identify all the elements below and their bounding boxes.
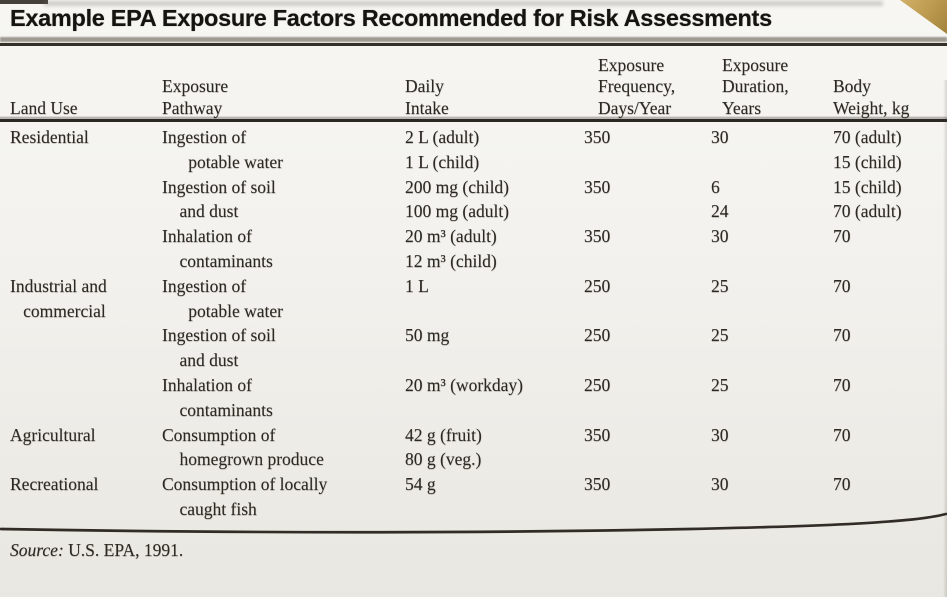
cell-frequency: 350 [584, 176, 611, 197]
title-rule-shadow [0, 37, 947, 42]
cell-intake: 54 g [405, 474, 436, 495]
cell-land_use: Residential [10, 127, 89, 147]
column-header-land_use: Land Use [10, 97, 78, 118]
cell-pathway: Consumption of homegrown produce [162, 424, 324, 470]
column-header-weight: Body Weight, kg [833, 76, 910, 118]
cell-duration: 25 [711, 374, 729, 395]
cell-intake: 42 g (fruit) 80 g (veg.) [405, 424, 482, 470]
cell-weight: 70 [833, 474, 851, 495]
cell-weight: 70 (adult) 15 (child) [833, 127, 902, 172]
page-corner-curl [899, 0, 947, 34]
cell-land_use: Industrial and commercial [10, 275, 107, 321]
cell-duration: 25 [711, 325, 729, 346]
cell-frequency: 350 [584, 226, 611, 247]
header-rule [0, 119, 947, 123]
cell-land_use [10, 373, 162, 423]
cell-pathway: Consumption of locally caught fish [162, 474, 328, 519]
title-rule [0, 43, 947, 46]
scan-bleed-smudge [44, 1, 883, 6]
cell-intake: 2 L (adult) 1 L (child) [405, 127, 480, 172]
scan-edge-shadow [943, 80, 947, 597]
column-header-pathway: Exposure Pathway [162, 76, 229, 118]
cell-pathway: Inhalation of contaminants [162, 374, 273, 420]
cell-pathway: Inhalation of contaminants [162, 226, 273, 271]
cell-duration: 30 [711, 474, 729, 495]
column-header-frequency: Exposure Frequency, Days/Year [598, 55, 676, 118]
column-header-intake: Daily Intake [405, 76, 449, 118]
cell-land_use: Agricultural [10, 424, 96, 445]
source-note: Source: U.S. EPA, 1991. [10, 540, 183, 561]
scan-edge-mark [0, 0, 48, 4]
cell-weight: 70 [833, 424, 851, 445]
cell-weight: 70 [833, 374, 851, 395]
cell-intake: 1 L [405, 275, 429, 296]
cell-land_use: Recreational [10, 474, 99, 495]
cell-frequency: 250 [584, 325, 611, 346]
cell-frequency: 250 [584, 275, 611, 296]
bottom-rule [0, 512, 947, 534]
cell-duration: 25 [711, 275, 729, 296]
cell-land_use [10, 224, 162, 274]
cell-intake: 20 m³ (adult) 12 m³ (child) [405, 226, 497, 271]
table-header-row: Land Use Exposure Pathway Daily Intake Expo… [10, 50, 947, 119]
cell-duration: 30 [711, 424, 729, 445]
column-header-duration: Exposure Duration, Years [722, 55, 789, 118]
cell-intake: 50 mg [405, 325, 450, 346]
cell-frequency: 350 [584, 474, 611, 495]
cell-land_use [10, 175, 162, 225]
cell-frequency: 350 [584, 127, 611, 147]
exposure-factors-table: Residential Ingestion of potable water 2 L… [10, 125, 947, 522]
cell-weight: 70 [833, 275, 851, 296]
cell-intake: 20 m³ (workday) [405, 374, 523, 395]
cell-frequency: 250 [584, 374, 611, 395]
table-title: Example EPA Exposure Factors Recommended… [10, 5, 772, 31]
cell-duration: 30 [711, 226, 729, 247]
cell-duration: 30 [711, 127, 729, 147]
cell-intake: 200 mg (child) 100 mg (adult) [405, 176, 510, 222]
cell-land_use [10, 323, 162, 373]
cell-pathway: Ingestion of soil and dust [162, 176, 276, 222]
cell-weight: 70 [833, 226, 851, 247]
source-text: U.S. EPA, 1991. [63, 540, 184, 560]
source-label: Source: [10, 540, 64, 560]
cell-pathway: Ingestion of potable water [162, 127, 283, 172]
cell-pathway: Ingestion of soil and dust [162, 325, 276, 371]
cell-duration: 6 24 [711, 176, 729, 222]
cell-weight: 15 (child) 70 (adult) [833, 176, 902, 222]
cell-pathway: Ingestion of potable water [162, 275, 283, 321]
cell-frequency: 350 [584, 424, 611, 445]
cell-weight: 70 [833, 325, 851, 346]
